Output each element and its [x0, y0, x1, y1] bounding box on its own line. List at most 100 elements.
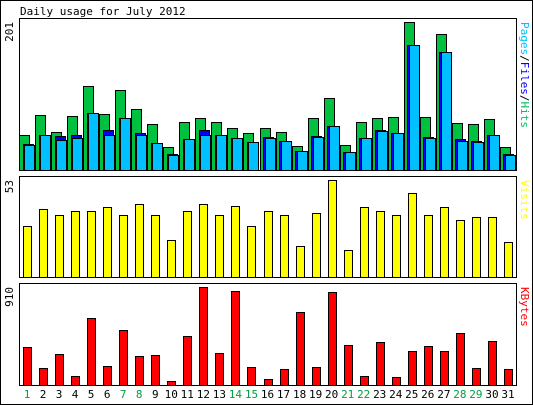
kbytes-kbytes-bar	[135, 356, 144, 386]
chart-title: Daily usage for July 2012	[20, 5, 186, 18]
x-tick-label: 14	[229, 388, 243, 401]
hits-legend-item: Hits	[518, 102, 531, 129]
x-tick-label: 28	[453, 388, 466, 401]
kbytes-kbytes-bar	[23, 347, 32, 386]
hits-pages-bar	[265, 138, 276, 171]
x-tick-label: 30	[485, 388, 498, 401]
hits-pages-bar	[248, 142, 259, 171]
hits-panel: 201 Pages/Files/Hits	[3, 18, 531, 171]
visits-visits-bar	[408, 193, 417, 278]
kbytes-kbytes-bar	[39, 368, 48, 386]
kbytes-kbytes-bar	[119, 330, 128, 386]
visits-visits-bar	[456, 220, 465, 278]
hits-pages-bar	[56, 140, 67, 171]
hits-pages-bar	[120, 118, 131, 171]
visits-visits-bar	[312, 213, 321, 278]
x-tick-label: 12	[197, 388, 210, 401]
kbytes-kbytes-bar	[392, 377, 401, 386]
x-tick-label: 22	[357, 388, 370, 401]
kbytes-kbytes-bar	[71, 376, 80, 386]
kbytes-kbytes-bar	[488, 341, 497, 386]
hits-pages-bar	[505, 155, 516, 171]
visits-visits-bar	[135, 204, 144, 278]
kbytes-kbytes-bar	[296, 312, 305, 386]
kbytes-kbytes-bar	[440, 351, 449, 386]
kbytes-legend: KBytes	[518, 287, 531, 327]
kbytes-kbytes-bar	[183, 336, 192, 386]
hits-legend-item: Pages	[518, 22, 531, 55]
kbytes-kbytes-bar	[199, 287, 208, 386]
hits-pages-bar	[313, 137, 324, 171]
visits-visits-bar	[23, 226, 32, 278]
hits-legend-item: /	[518, 95, 531, 102]
visits-visits-bar	[183, 211, 192, 278]
kbytes-kbytes-bar	[87, 318, 96, 386]
visits-visits-bar	[296, 246, 305, 278]
x-tick-label: 4	[72, 388, 79, 401]
visits-visits-bar	[376, 211, 385, 278]
x-tick-label: 24	[389, 388, 403, 401]
hits-pages-bar	[184, 139, 195, 171]
visits-legend-item: Visits	[518, 180, 531, 220]
kbytes-kbytes-bar	[472, 368, 481, 386]
hits-pages-bar	[473, 142, 484, 171]
hits-pages-bar	[136, 135, 147, 171]
kbytes-frame	[19, 283, 517, 386]
hits-pages-bar	[152, 143, 163, 171]
hits-pages-bar	[40, 135, 51, 171]
kbytes-kbytes-bar	[103, 366, 112, 386]
visits-panel: 53 Visits	[3, 176, 531, 278]
hits-pages-bar	[72, 138, 83, 171]
visits-visits-bar	[360, 207, 369, 278]
hits-ymax-label: 201	[3, 22, 16, 42]
x-tick-label: 25	[405, 388, 418, 401]
hits-pages-bar	[409, 45, 420, 171]
hits-pages-bar	[297, 151, 308, 171]
kbytes-kbytes-bar	[215, 353, 224, 386]
x-tick-label: 23	[373, 388, 386, 401]
x-tick-label: 26	[421, 388, 434, 401]
hits-pages-bar	[24, 145, 35, 171]
x-tick-label: 17	[277, 388, 290, 401]
visits-visits-bar	[280, 215, 289, 278]
x-tick-label: 5	[88, 388, 95, 401]
kbytes-kbytes-bar	[167, 381, 176, 386]
visits-visits-bar	[424, 215, 433, 278]
visits-visits-bar	[167, 240, 176, 278]
kbytes-kbytes-bar	[456, 333, 465, 386]
x-tick-label: 10	[165, 388, 178, 401]
kbytes-kbytes-bar	[424, 346, 433, 386]
x-tick-label: 16	[261, 388, 274, 401]
hits-pages-bar	[168, 155, 179, 171]
hits-pages-bar	[377, 131, 388, 171]
hits-pages-bar	[216, 135, 227, 171]
visits-visits-bar	[392, 215, 401, 278]
x-tick-label: 11	[181, 388, 194, 401]
kbytes-kbytes-bar	[504, 369, 513, 386]
hits-pages-bar	[88, 113, 99, 171]
visits-visits-bar	[472, 217, 481, 278]
kbytes-kbytes-bar	[376, 342, 385, 386]
visits-ymax-label: 53	[3, 180, 16, 193]
hits-pages-bar	[281, 141, 292, 171]
visits-visits-bar	[488, 217, 497, 278]
kbytes-panel: 910 KBytes	[3, 283, 531, 386]
kbytes-kbytes-bar	[55, 354, 64, 386]
hits-pages-bar	[329, 126, 340, 171]
kbytes-kbytes-bar	[328, 292, 337, 386]
hits-pages-bar	[393, 133, 404, 171]
x-tick-label: 18	[293, 388, 306, 401]
visits-visits-bar	[215, 215, 224, 278]
hits-pages-bar	[104, 135, 115, 171]
visits-visits-bar	[151, 215, 160, 278]
hits-pages-bar	[457, 141, 468, 171]
kbytes-kbytes-bar	[312, 367, 321, 386]
kbytes-kbytes-bar	[151, 355, 160, 386]
visits-visits-bar	[55, 215, 64, 278]
x-tick-label: 31	[501, 388, 514, 401]
visits-visits-bar	[71, 211, 80, 278]
hits-legend-item: /	[518, 55, 531, 62]
x-tick-label: 2	[40, 388, 47, 401]
